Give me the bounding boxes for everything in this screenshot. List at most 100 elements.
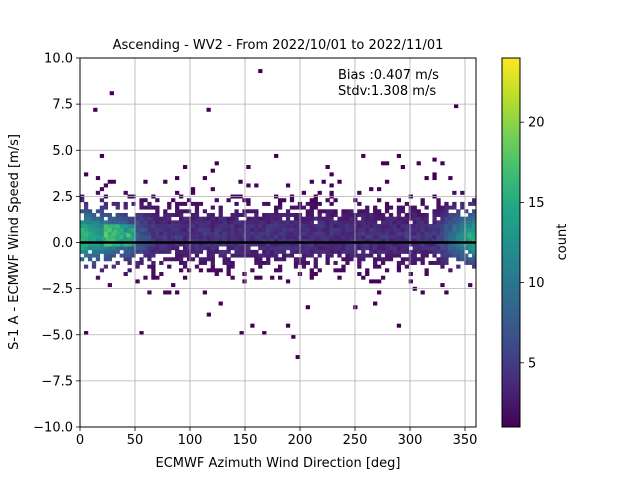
heatmap-cell bbox=[361, 212, 366, 217]
heatmap-cell bbox=[333, 220, 338, 225]
heatmap-cell bbox=[452, 224, 457, 229]
heatmap-cell bbox=[230, 238, 235, 243]
heatmap-cell bbox=[194, 220, 200, 225]
heatmap-cell bbox=[345, 216, 350, 221]
heatmap-cell bbox=[270, 212, 275, 217]
heatmap-cell bbox=[254, 275, 259, 280]
heatmap-cell bbox=[115, 249, 120, 254]
heatmap-cell bbox=[285, 279, 291, 284]
heatmap-cell bbox=[361, 227, 366, 232]
heatmap-cell bbox=[258, 227, 263, 232]
heatmap-cell bbox=[123, 253, 128, 258]
heatmap-cell bbox=[210, 212, 215, 217]
heatmap-cell bbox=[361, 224, 366, 229]
heatmap-cell bbox=[333, 227, 338, 232]
heatmap-cell bbox=[163, 179, 168, 184]
heatmap-cell bbox=[317, 220, 322, 225]
heatmap-cell bbox=[175, 209, 180, 214]
heatmap-cell bbox=[103, 212, 109, 217]
heatmap-cell bbox=[325, 260, 330, 265]
heatmap-cell bbox=[412, 238, 417, 243]
heatmap-cell bbox=[432, 176, 437, 181]
heatmap-cell bbox=[190, 187, 196, 192]
heatmap-cell bbox=[175, 227, 180, 232]
heatmap-cell bbox=[309, 209, 314, 214]
heatmap-cell bbox=[278, 264, 283, 269]
heatmap-cell bbox=[448, 268, 453, 273]
heatmap-cell bbox=[226, 227, 231, 232]
heatmap-cell bbox=[143, 220, 148, 225]
heatmap-cell bbox=[119, 242, 124, 247]
heatmap-cell bbox=[460, 205, 465, 210]
heatmap-cell bbox=[123, 231, 128, 236]
heatmap-cell bbox=[214, 231, 219, 236]
heatmap-cell bbox=[349, 253, 354, 258]
heatmap-cell bbox=[309, 249, 314, 254]
heatmap-cell bbox=[127, 224, 132, 229]
heatmap-cell bbox=[218, 301, 223, 306]
heatmap-cell bbox=[274, 268, 279, 273]
heatmap-cell bbox=[234, 246, 239, 251]
heatmap-cell bbox=[274, 235, 279, 240]
heatmap-cell bbox=[337, 235, 342, 240]
heatmap-cell bbox=[420, 249, 425, 254]
heatmap-cell bbox=[361, 209, 366, 214]
heatmap-cell bbox=[377, 253, 382, 258]
heatmap-cell bbox=[87, 238, 93, 243]
heatmap-cell bbox=[80, 249, 85, 254]
heatmap-cell bbox=[139, 220, 144, 225]
heatmap-cell bbox=[143, 238, 148, 243]
heatmap-cell bbox=[179, 209, 184, 214]
heatmap-cell bbox=[388, 205, 394, 210]
heatmap-cell bbox=[258, 242, 263, 247]
heatmap-cell bbox=[329, 216, 334, 221]
heatmap-cell bbox=[179, 257, 184, 262]
heatmap-cell bbox=[317, 249, 322, 254]
heatmap-cell bbox=[226, 257, 231, 262]
heatmap-cell bbox=[218, 212, 223, 217]
heatmap-cell bbox=[309, 253, 314, 258]
heatmap-cell bbox=[333, 268, 338, 273]
heatmap-cell bbox=[412, 224, 417, 229]
heatmap-cell bbox=[210, 231, 215, 236]
heatmap-cell bbox=[159, 249, 164, 254]
heatmap-cell bbox=[404, 264, 409, 269]
heatmap-cell bbox=[436, 235, 441, 240]
heatmap-cell bbox=[167, 224, 172, 229]
heatmap-cell bbox=[151, 246, 156, 251]
heatmap-cell bbox=[95, 190, 101, 195]
heatmap-cell bbox=[460, 235, 465, 240]
heatmap-cell bbox=[242, 242, 247, 247]
heatmap-cell bbox=[369, 246, 374, 251]
heatmap-cell bbox=[293, 235, 299, 240]
heatmap-cell bbox=[345, 220, 350, 225]
heatmap-cell bbox=[230, 231, 235, 236]
heatmap-cell bbox=[380, 257, 386, 262]
heatmap-cell bbox=[103, 201, 109, 206]
heatmap-cell bbox=[218, 209, 223, 214]
heatmap-cell bbox=[278, 216, 283, 221]
heatmap-cell bbox=[95, 257, 101, 262]
heatmap-cell bbox=[377, 290, 382, 295]
heatmap-cell bbox=[258, 260, 263, 265]
heatmap-cell bbox=[295, 355, 300, 360]
heatmap-cell bbox=[186, 238, 192, 243]
heatmap-cell bbox=[440, 264, 445, 269]
heatmap-cell bbox=[274, 216, 279, 221]
heatmap-cell bbox=[107, 179, 112, 184]
heatmap-cell bbox=[242, 249, 247, 254]
heatmap-cell bbox=[83, 220, 89, 225]
heatmap-cell bbox=[107, 224, 112, 229]
heatmap-cell bbox=[155, 249, 160, 254]
heatmap-cell bbox=[345, 238, 350, 243]
y-tick-label: −10.0 bbox=[33, 421, 73, 436]
heatmap-cell bbox=[408, 205, 413, 210]
heatmap-cell bbox=[198, 201, 204, 206]
heatmap-cell bbox=[262, 227, 267, 232]
heatmap-cell bbox=[262, 216, 267, 221]
heatmap-cell bbox=[392, 224, 398, 229]
heatmap-cell bbox=[115, 220, 120, 225]
heatmap-cell bbox=[325, 227, 330, 232]
heatmap-cell bbox=[222, 242, 227, 247]
heatmap-cell bbox=[179, 253, 184, 258]
